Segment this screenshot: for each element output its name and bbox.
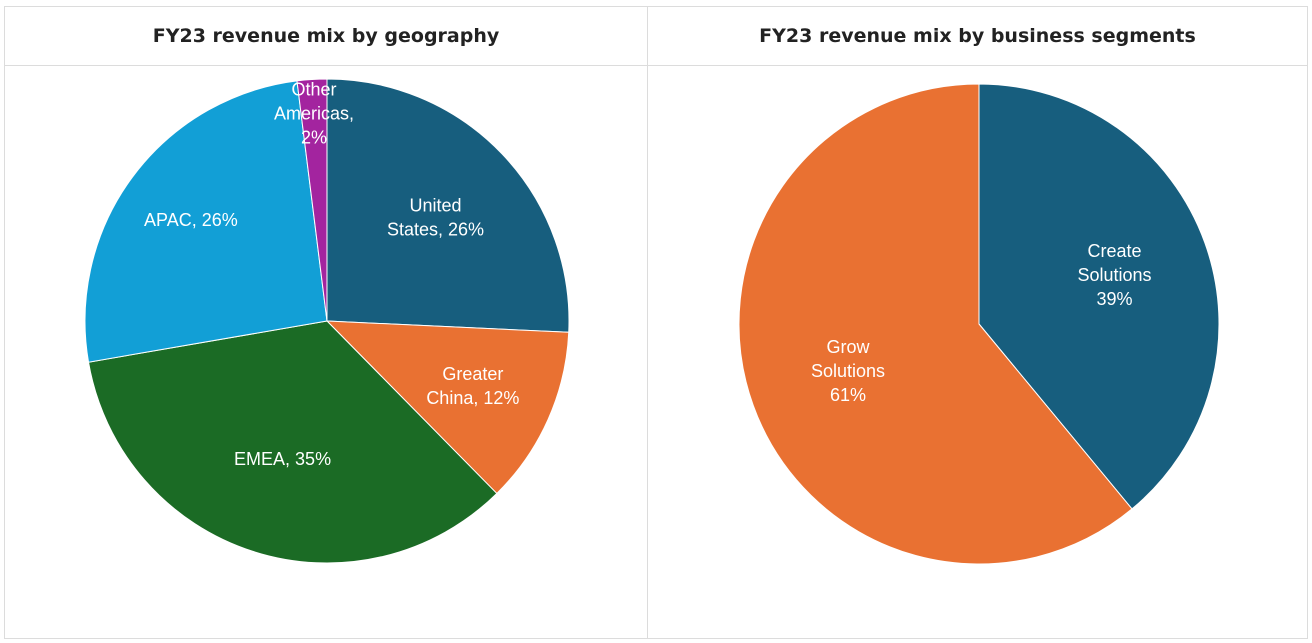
segments-chart-title: FY23 revenue mix by business segments xyxy=(648,7,1307,66)
charts-frame: FY23 revenue mix by geography United Stat… xyxy=(4,6,1308,639)
segments-pie-chart: Create Solutions 39% Grow Solutions 61% xyxy=(738,83,1220,565)
pie-slice-grow-solutions xyxy=(738,83,1133,565)
pie-slice-united-states xyxy=(326,78,570,333)
slice-label-greater-china: Greater China, 12% xyxy=(426,364,519,408)
slice-label-grow-solutions: Grow Solutions 61% xyxy=(811,337,885,405)
slice-label-apac: APAC, 26% xyxy=(144,210,238,230)
pie-slice-greater-china xyxy=(325,320,570,495)
segments-panel: FY23 revenue mix by business segments Cr… xyxy=(648,7,1307,638)
geography-panel: FY23 revenue mix by geography United Stat… xyxy=(5,7,648,638)
geography-pie-chart: United States, 26% Greater China, 12% EMEA, … xyxy=(84,78,570,564)
pie-slice-other-americas xyxy=(296,78,328,322)
slice-label-create-solutions: Create Solutions 39% xyxy=(1077,241,1151,309)
pie-slice-create-solutions xyxy=(978,83,1220,510)
slice-label-other-americas: Other Americas, 2% xyxy=(274,79,354,147)
geography-chart-title: FY23 revenue mix by geography xyxy=(5,7,647,66)
pie-slice-apac xyxy=(84,80,328,363)
slice-label-emea: EMEA, 35% xyxy=(234,449,331,469)
pie-slice-emea xyxy=(87,320,498,564)
slice-label-united-states: United States, 26% xyxy=(387,195,484,239)
